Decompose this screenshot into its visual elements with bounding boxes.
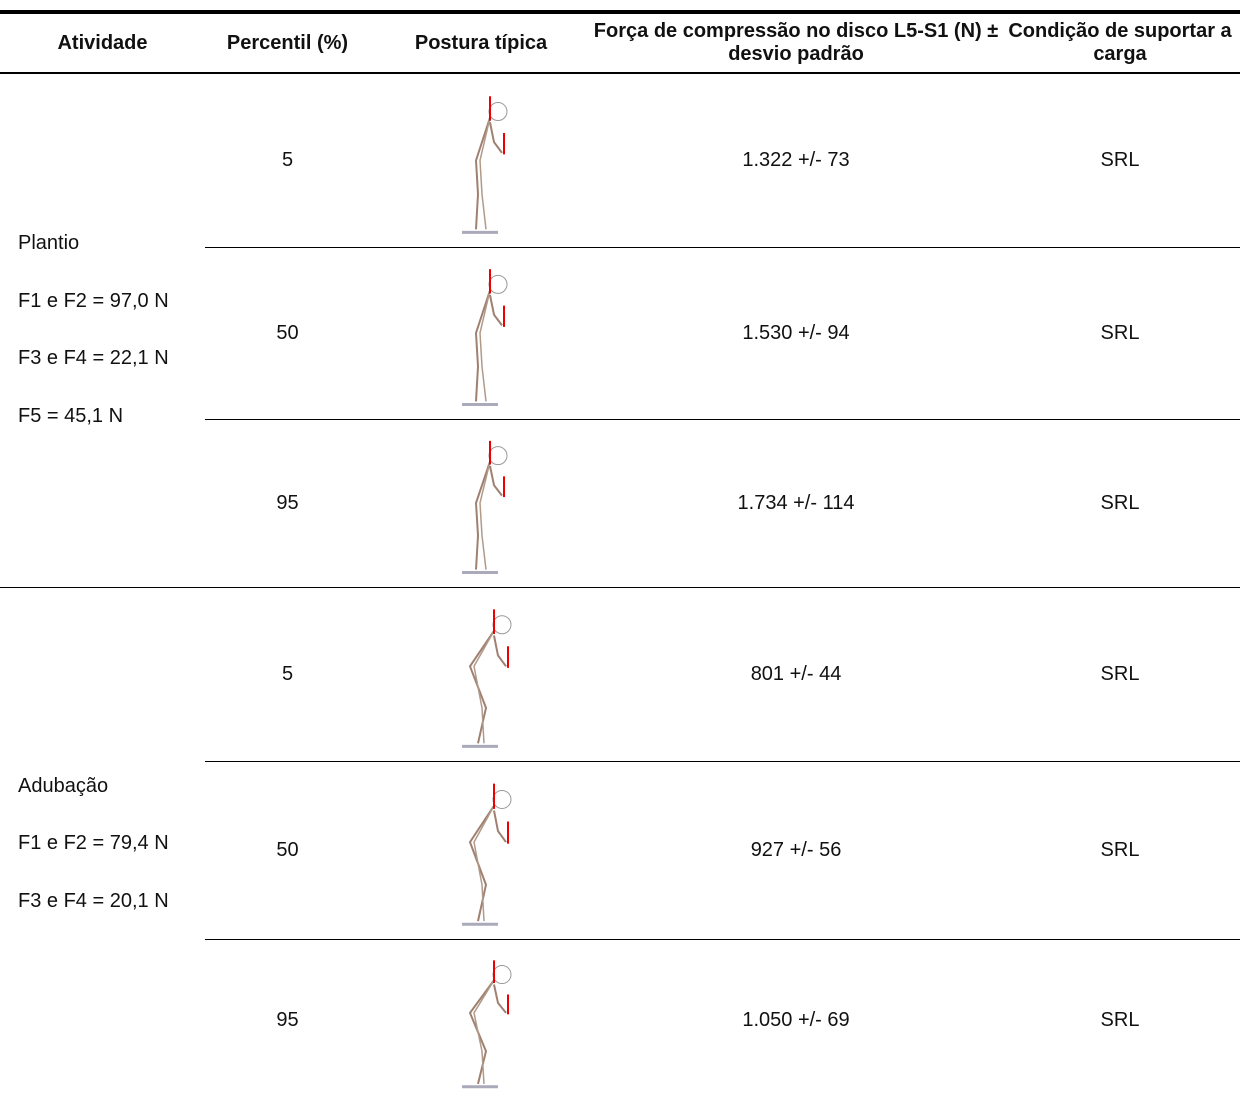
figure-part	[492, 965, 512, 985]
row-rule	[205, 247, 1240, 248]
figure-part	[474, 290, 491, 402]
figure-part	[479, 117, 491, 230]
force-cell: 1.322 +/- 73	[742, 149, 850, 171]
group-rule	[0, 587, 1240, 588]
figure-part	[493, 810, 507, 843]
figure-part	[479, 290, 491, 402]
figure-part	[492, 615, 512, 635]
figure-part	[473, 805, 495, 922]
column-header: Força de compressão no disco L5-S1 (N) ±…	[593, 20, 999, 65]
activity-line: F1 e F2 = 79,4 N	[18, 832, 169, 854]
percentile-cell: 5	[281, 662, 294, 685]
column-header: Percentil (%)	[226, 31, 349, 54]
force-cell: 1.530 +/- 94	[742, 321, 850, 344]
condition-cell: SRL	[1100, 838, 1140, 861]
percentile-cell: 95	[276, 491, 299, 514]
percentile-cell: 50	[276, 838, 299, 861]
posture-figure	[462, 440, 508, 575]
posture-figure	[462, 609, 512, 748]
figure-part	[489, 465, 503, 497]
activity-line: F1 e F2 = 97,0 N	[18, 289, 169, 312]
top-rule	[0, 10, 1240, 14]
row-rule	[205, 761, 1240, 762]
figure-part	[488, 102, 508, 122]
condition-cell: SRL	[1100, 491, 1140, 514]
figure-part	[468, 805, 495, 922]
header-rule	[0, 72, 1240, 74]
figure-part	[473, 979, 495, 1084]
figure-part	[474, 461, 491, 570]
column-header: Condição de suportar a carga	[1008, 20, 1232, 65]
posture-figure	[462, 960, 512, 1089]
force-cell: 801 +/- 44	[750, 662, 842, 685]
column-header: Postura típica	[414, 31, 548, 54]
figure-part	[474, 117, 491, 230]
row-rule	[205, 419, 1240, 420]
condition-cell: SRL	[1100, 321, 1140, 344]
activity-line: Plantio	[18, 232, 80, 255]
force-cell: 1.734 +/- 114	[737, 491, 855, 514]
figure-part	[479, 461, 491, 570]
figure-part	[493, 635, 507, 667]
percentile-cell: 5	[281, 149, 294, 171]
figure-part	[492, 789, 512, 809]
activity-line: Adubação	[18, 774, 109, 797]
condition-cell: SRL	[1100, 149, 1140, 171]
activity-line: F5 = 45,1 N	[18, 404, 124, 427]
figure-part	[468, 630, 495, 744]
activity-line: F3 e F4 = 22,1 N	[18, 347, 169, 370]
posture-figure	[462, 269, 508, 406]
condition-cell: SRL	[1100, 662, 1140, 685]
figure-part	[489, 122, 503, 154]
posture-figure	[462, 783, 512, 926]
condition-cell: SRL	[1100, 1008, 1140, 1031]
figure-part	[488, 446, 508, 466]
figure-part	[468, 979, 495, 1085]
figure-part	[488, 274, 508, 294]
force-cell: 927 +/- 56	[750, 838, 842, 861]
activity-line: F3 e F4 = 20,1 N	[18, 889, 169, 912]
force-cell: 1.050 +/- 69	[742, 1008, 850, 1031]
percentile-cell: 95	[276, 1008, 299, 1031]
figure-part	[493, 984, 507, 1014]
figure-part	[489, 294, 503, 327]
figure-part	[473, 630, 495, 744]
column-header: Atividade	[57, 31, 148, 54]
posture-figure	[462, 96, 508, 234]
row-rule	[205, 939, 1240, 940]
percentile-cell: 50	[276, 321, 299, 344]
